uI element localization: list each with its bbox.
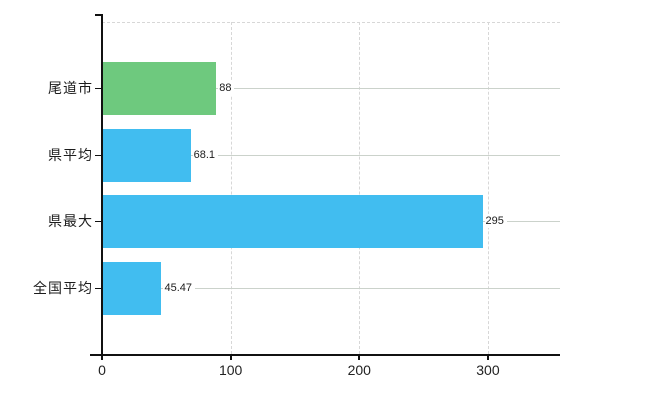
bar-県平均 [103,128,191,182]
bar-value-label: 295 [484,214,507,228]
bar-県最大 [103,194,483,248]
bar-尾道市 [103,61,217,115]
x-axis-tick-0 [101,355,103,360]
category-gridline [103,288,560,289]
x-axis-tick-label: 200 [347,362,371,378]
x-axis-tick-300 [486,355,489,360]
bar-value-label: 45.47 [163,281,196,295]
y-axis-top-cap [95,14,102,16]
category-label-4: 全国平均 [33,280,93,296]
x-axis-tick-label: 300 [476,362,500,378]
bar-value-label: 88 [218,81,235,95]
category-gridline [103,88,560,89]
category-label-1: 尾道市 [48,80,93,96]
category-label-2: 県平均 [48,147,93,163]
vertical-gridline-300 [487,22,489,354]
y-axis-category-tick [95,155,101,156]
x-axis-line [90,354,560,356]
y-axis-category-tick [95,88,101,89]
category-label-3: 県最大 [48,213,93,229]
plot-top-dashed-line [102,22,560,23]
vertical-gridline-200 [359,22,361,354]
bar-全国平均 [103,261,162,315]
y-axis-category-tick [95,288,101,289]
x-axis-tick-200 [358,355,361,360]
bar-value-label: 68.1 [192,148,219,162]
x-axis-tick-label: 0 [98,362,106,378]
x-axis-tick-label: 100 [218,362,243,378]
x-axis-tick-100 [229,355,232,360]
category-gridline [103,155,560,156]
vertical-gridline-100 [230,22,232,354]
y-axis-line [101,14,103,355]
y-axis-category-tick [95,221,101,222]
